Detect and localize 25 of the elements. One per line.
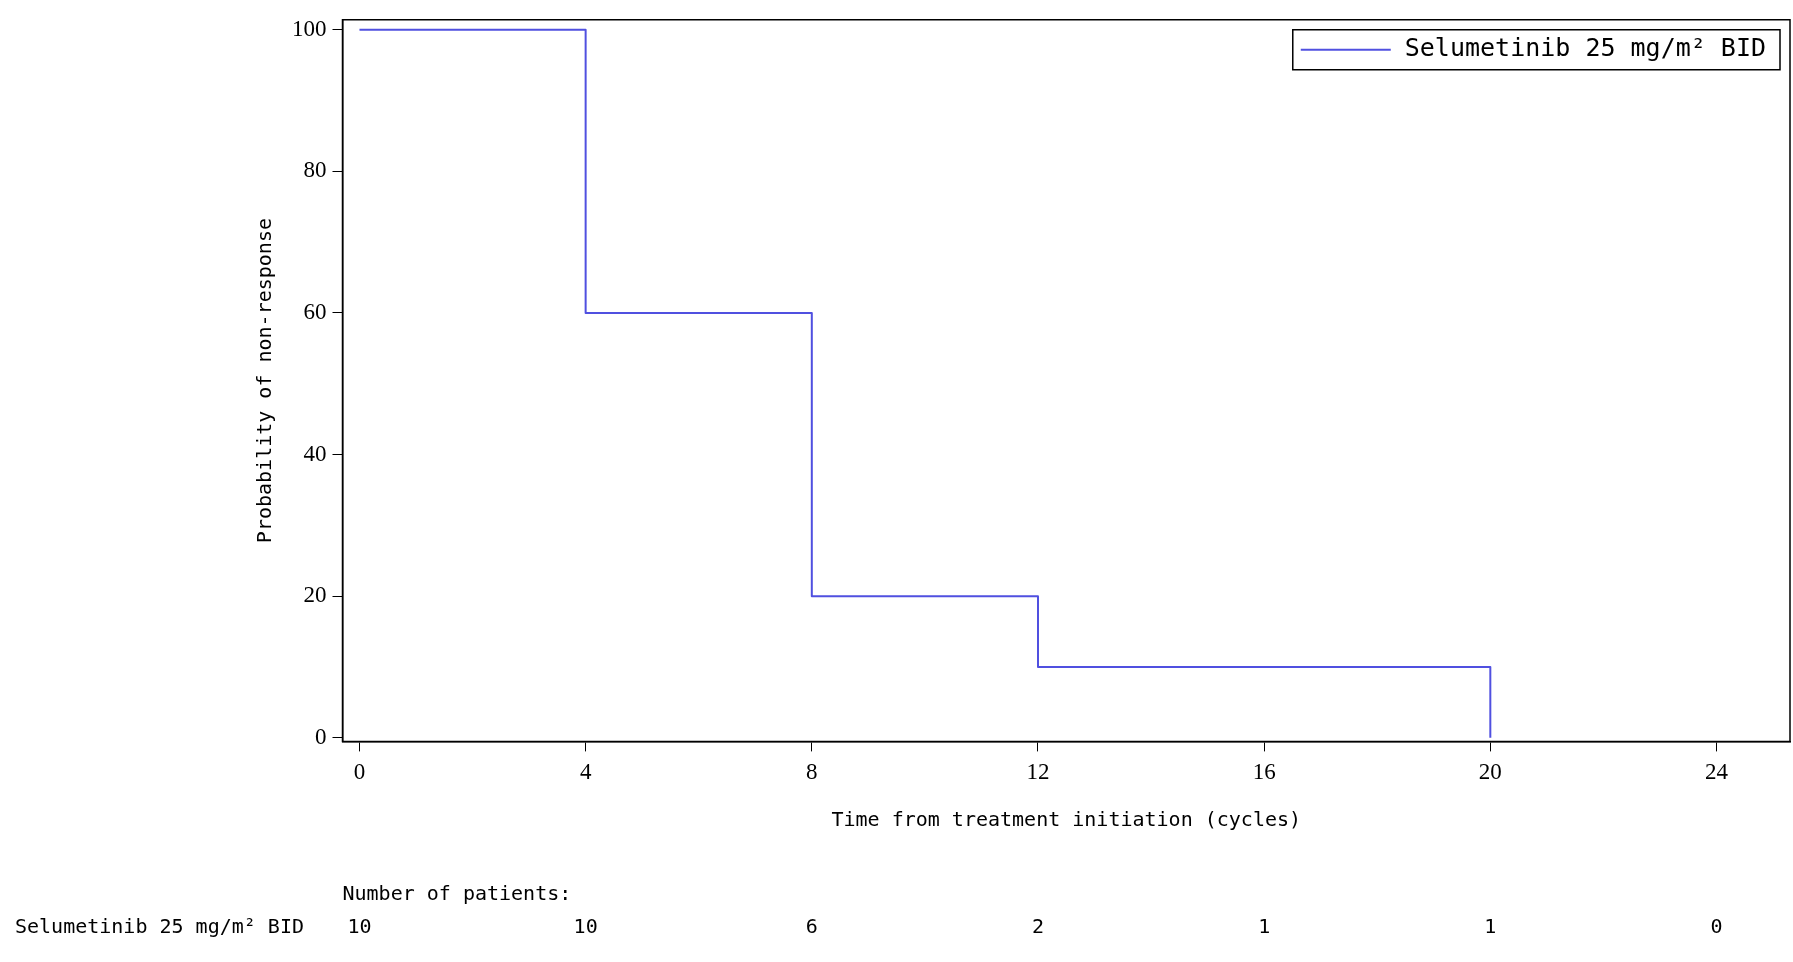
text: 2 bbox=[1031, 913, 1044, 938]
x-tick-label: 16 bbox=[1252, 759, 1276, 785]
y-tick-label: 100 bbox=[292, 15, 327, 41]
x-axis-title: Time from treatment initiation (cycles) bbox=[831, 807, 1302, 832]
text: 10 bbox=[573, 913, 598, 938]
y-axis-title: Probability of non-response bbox=[252, 218, 277, 544]
y-tick-label: 60 bbox=[303, 299, 327, 325]
y-tick-label: 80 bbox=[303, 157, 327, 183]
y-tick-label: 40 bbox=[303, 440, 327, 466]
x-tick-label: 0 bbox=[353, 759, 366, 785]
text: Number of patients: bbox=[342, 880, 572, 905]
y-tick-label: 20 bbox=[303, 582, 327, 608]
text: 6 bbox=[805, 913, 818, 938]
text: 1 bbox=[1484, 913, 1497, 938]
x-tick-label: 4 bbox=[579, 759, 592, 785]
x-tick-label: 12 bbox=[1026, 759, 1050, 785]
text: 10 bbox=[347, 913, 372, 938]
x-tick-label: 20 bbox=[1478, 759, 1502, 785]
y-tick-label: 0 bbox=[315, 723, 327, 749]
x-tick-label: 8 bbox=[806, 759, 818, 785]
text: 1 bbox=[1258, 913, 1271, 938]
x-tick-label: 24 bbox=[1704, 759, 1729, 785]
text: 0 bbox=[1710, 913, 1723, 938]
legend-label: Selumetinib 25 mg/m² BID bbox=[1404, 33, 1766, 63]
text: Selumetinib 25 mg/m² BID bbox=[15, 913, 304, 938]
